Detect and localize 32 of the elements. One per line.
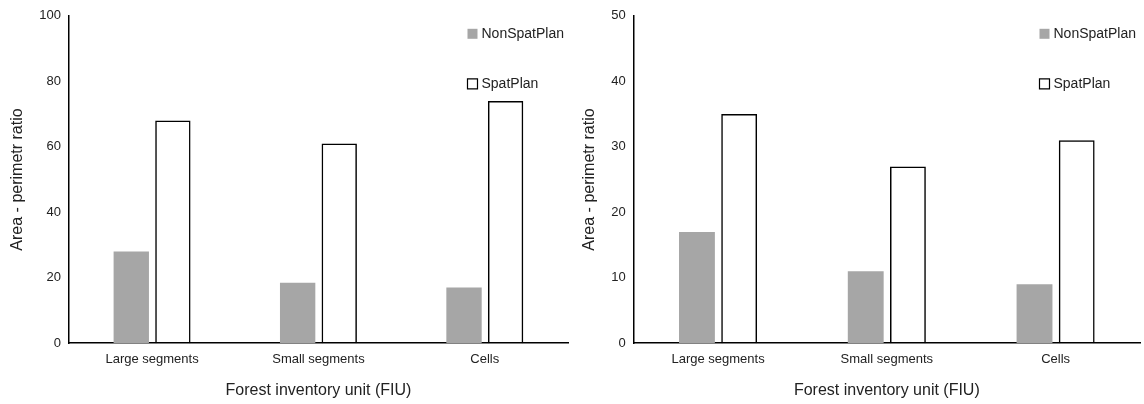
legend-label: NonSpatPlan [481, 24, 565, 41]
x-axis-title: Forest inventory unit (FIU) [225, 380, 412, 398]
legend-label: SpatPlan [481, 74, 539, 91]
y-tick-label: 80 [46, 72, 61, 88]
x-tick-label: Large segments [671, 350, 766, 366]
y-tick-label: 100 [39, 7, 61, 23]
x-tick-label: Small segments [272, 350, 366, 366]
bar [279, 282, 316, 344]
x-tick-label: Cells [1041, 350, 1071, 366]
y-tick-label: 60 [46, 138, 61, 154]
bar [1016, 284, 1053, 344]
x-axis-title: Forest inventory unit (FIU) [793, 380, 980, 398]
y-tick-label: 30 [611, 138, 626, 154]
bar [679, 231, 715, 344]
y-tick-label: 40 [611, 72, 626, 88]
bar [446, 287, 482, 344]
y-tick-label: 0 [53, 334, 61, 350]
y-tick-label: 20 [611, 203, 626, 219]
y-axis-title: Area - perimetr ratio [580, 108, 598, 251]
x-tick-label: Large segments [105, 350, 200, 366]
y-tick-label: 0 [618, 334, 626, 350]
y-tick-label: 20 [46, 269, 61, 285]
legend-label: NonSpatPlan [1053, 24, 1137, 41]
legend-label: SpatPlan [1053, 74, 1111, 91]
y-axis-title: Area - perimetr ratio [8, 108, 26, 251]
x-tick-label: Small segments [840, 350, 934, 366]
bar [113, 251, 149, 344]
bar [847, 271, 884, 344]
x-tick-label: Cells [470, 350, 500, 366]
y-tick-label: 10 [611, 269, 626, 285]
y-tick-label: 50 [611, 7, 626, 23]
y-tick-label: 40 [46, 203, 61, 219]
